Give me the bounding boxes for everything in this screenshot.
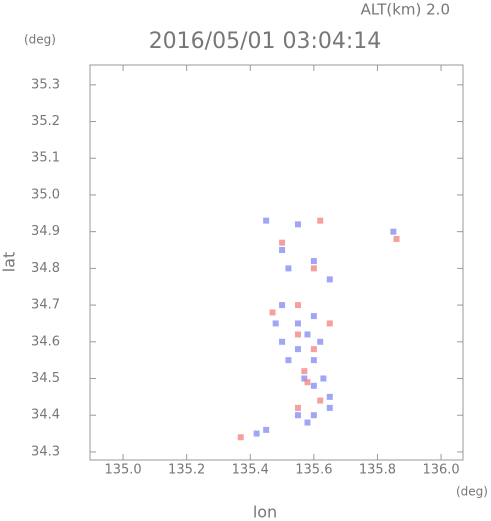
radar-point — [301, 368, 308, 375]
x-tick-label: 135.2 — [168, 463, 205, 478]
x-tick-label: 136.0 — [422, 463, 459, 478]
radar-point — [304, 331, 311, 338]
radar-point — [310, 346, 317, 353]
radar-point — [326, 404, 333, 411]
radar-point — [279, 302, 286, 309]
radar-point — [279, 239, 286, 246]
x-tick-label: 135.8 — [359, 463, 396, 478]
y-tick-label: 35.0 — [31, 187, 60, 202]
radar-point — [326, 320, 333, 327]
radar-point — [304, 379, 311, 386]
radar-point — [320, 375, 327, 382]
radar-point — [279, 338, 286, 345]
radar-point — [285, 265, 292, 272]
radar-point — [310, 382, 317, 389]
y-tick-label: 34.5 — [31, 371, 60, 386]
radar-point — [294, 320, 301, 327]
radar-point — [294, 346, 301, 353]
y-tick-label: 34.9 — [31, 224, 60, 239]
radar-point — [326, 276, 333, 283]
x-tick-label: 135.4 — [232, 463, 269, 478]
radar-point — [310, 265, 317, 272]
radar-point — [263, 426, 270, 433]
radar-point — [269, 309, 276, 316]
x-tick-label: 135.0 — [104, 463, 141, 478]
radar-point — [310, 412, 317, 419]
radar-point — [285, 357, 292, 364]
y-unit: (deg) — [24, 33, 56, 47]
radar-point — [272, 320, 279, 327]
radar-point — [301, 375, 308, 382]
y-tick-label: 34.7 — [31, 298, 60, 313]
radar-point — [253, 430, 260, 437]
x-axis-label: lon — [253, 503, 277, 521]
y-tick-label: 35.3 — [31, 77, 60, 92]
y-tick-label: 34.8 — [31, 261, 60, 276]
radar-point — [294, 412, 301, 419]
y-axis-label: lat — [0, 252, 19, 273]
radar-point — [393, 236, 400, 243]
radar-point — [317, 217, 324, 224]
radar-point — [279, 247, 286, 254]
radar-point — [317, 397, 324, 404]
radar-point — [237, 434, 244, 441]
radar-point — [294, 302, 301, 309]
radar-point — [317, 338, 324, 345]
radar-point — [390, 228, 397, 235]
subtitle: ALT(km) 2.0 — [361, 1, 450, 19]
y-tick-label: 34.3 — [31, 444, 60, 459]
y-tick-label: 34.6 — [31, 334, 60, 349]
radar-point — [310, 258, 317, 265]
plot-frame — [89, 64, 464, 461]
radar-point — [304, 419, 311, 426]
radar-point — [294, 221, 301, 228]
x-tick-label: 135.6 — [295, 463, 332, 478]
x-unit: (deg) — [456, 485, 488, 499]
y-tick-label: 34.4 — [31, 408, 60, 423]
y-tick-label: 35.1 — [31, 151, 60, 166]
radar-point — [294, 331, 301, 338]
radar-point — [310, 357, 317, 364]
chart-title: 2016/05/01 03:04:14 — [149, 29, 382, 54]
radar-point — [294, 404, 301, 411]
radar-point — [326, 393, 333, 400]
y-tick-label: 35.2 — [31, 114, 60, 129]
radar-point — [310, 313, 317, 320]
radar-point — [263, 217, 270, 224]
